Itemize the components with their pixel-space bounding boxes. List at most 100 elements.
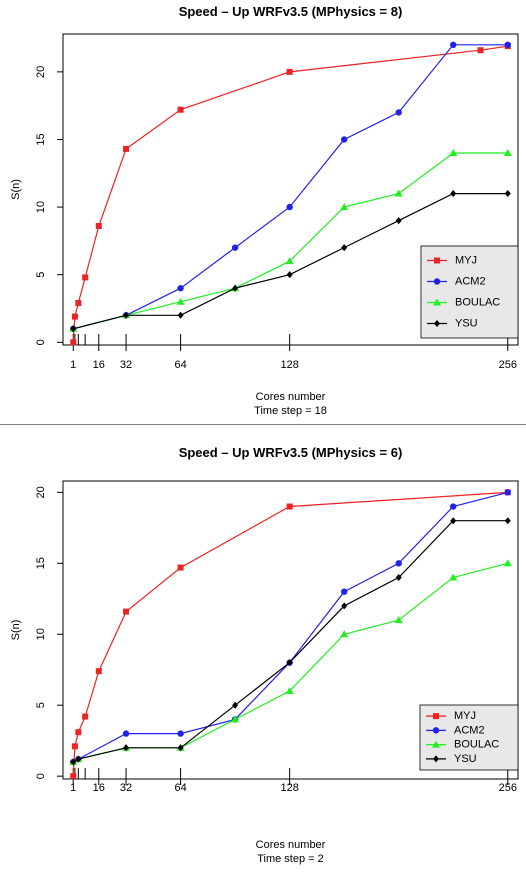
y-tick-label: 20 — [35, 486, 47, 498]
data-point — [71, 743, 78, 750]
data-point — [123, 311, 130, 319]
chart-subtitle: Time step = 2 — [257, 853, 324, 865]
chart-top: Speed – Up WRFv3.5 (MPhysics = 8) 0 5 10 15 2… — [10, 4, 519, 417]
x-tick-label: 32 — [120, 782, 132, 794]
data-point — [394, 616, 403, 624]
data-point — [177, 744, 184, 752]
data-point — [341, 602, 348, 610]
data-point — [395, 573, 402, 581]
data-point — [176, 297, 185, 305]
legend-marker — [433, 298, 441, 306]
legend-item: ACM2 — [426, 724, 485, 736]
legend-marker — [433, 713, 439, 720]
series-ysu — [70, 190, 511, 333]
data-point — [75, 300, 82, 307]
data-point — [285, 687, 294, 695]
data-point — [286, 659, 293, 667]
data-point — [450, 503, 457, 510]
y-tick-label: 20 — [35, 66, 47, 78]
series-line — [72, 45, 508, 343]
legend-label: ACM2 — [455, 275, 486, 287]
legend-marker — [432, 740, 440, 748]
y-tick-label: 0 — [35, 339, 47, 345]
legend-label: YSU — [454, 753, 477, 765]
data-point — [395, 217, 402, 225]
data-point — [286, 68, 293, 75]
data-point — [177, 564, 184, 571]
data-point — [177, 311, 184, 319]
plot-frame — [62, 480, 519, 780]
data-point — [504, 190, 511, 198]
data-point — [177, 730, 184, 737]
y-axis-label: S(n) — [10, 179, 22, 200]
data-point — [70, 773, 77, 780]
data-point — [286, 503, 293, 510]
legend-marker — [434, 320, 440, 327]
series-myj — [70, 43, 511, 346]
data-point — [75, 729, 82, 736]
legend-marker — [433, 755, 439, 763]
legend: MYJ ACM2 BOULAC YSU — [420, 245, 519, 339]
x-tick-label: 128 — [280, 359, 298, 371]
data-point — [177, 285, 184, 292]
data-point — [395, 560, 402, 567]
data-point — [82, 274, 89, 281]
y-tick-label: 15 — [35, 133, 47, 145]
x-tick-label: 1 — [70, 782, 76, 794]
data-point — [285, 257, 294, 265]
data-point — [504, 489, 511, 496]
legend-label: BOULAC — [454, 739, 499, 751]
chart-panel-bottom: Speed – Up WRFv3.5 (MPhysics = 6) 0 5 10 15 2… — [0, 430, 526, 873]
legend-label: ACM2 — [454, 724, 485, 736]
data-point — [450, 517, 457, 525]
chart-title: Speed – Up WRFv3.5 (MPhysics = 6) — [179, 445, 403, 460]
legend-item: BOULAC — [426, 739, 499, 751]
x-tick-label: 256 — [499, 359, 517, 371]
data-point — [232, 284, 239, 292]
x-tick-label: 64 — [174, 782, 186, 794]
x-tick-label: 256 — [499, 782, 517, 794]
data-point — [70, 339, 77, 346]
data-point — [450, 190, 457, 198]
data-point — [123, 744, 130, 752]
data-point — [177, 106, 184, 113]
plot-frame — [62, 33, 519, 346]
legend-marker — [432, 727, 440, 734]
x-tick-label: 32 — [120, 359, 132, 371]
data-point — [75, 755, 82, 763]
series-ysu — [70, 517, 511, 766]
chart-bottom: Speed – Up WRFv3.5 (MPhysics = 6) 0 5 10 15 2… — [10, 445, 519, 865]
legend-item: BOULAC — [427, 296, 500, 308]
data-point — [504, 517, 511, 525]
y-tick-label: 5 — [35, 702, 47, 708]
series-line — [72, 491, 508, 763]
legend-item: ACM2 — [427, 275, 486, 287]
data-point — [123, 145, 130, 152]
legend-marker — [434, 257, 440, 264]
y-tick-label: 10 — [35, 628, 47, 640]
data-point — [340, 630, 349, 638]
data-point — [340, 136, 348, 143]
data-point — [449, 573, 458, 581]
y-axis-label: S(n) — [10, 620, 22, 641]
legend: MYJ ACM2 BOULAC YSU — [419, 704, 519, 771]
y-tick-label: 5 — [35, 272, 47, 278]
data-point — [340, 203, 349, 211]
legend-label: BOULAC — [455, 296, 500, 308]
x-tick-label: 16 — [93, 359, 105, 371]
x-tick-label: 128 — [280, 782, 298, 794]
data-point — [340, 588, 348, 595]
data-point — [341, 244, 348, 252]
data-point — [95, 668, 102, 675]
chart-subtitle: Time step = 18 — [254, 405, 327, 417]
legend-label: YSU — [455, 317, 478, 329]
y-tick-label: 0 — [35, 773, 47, 779]
y-tick-label: 10 — [35, 201, 47, 213]
data-point — [286, 203, 293, 211]
panel-divider — [0, 424, 526, 425]
data-point — [503, 559, 512, 567]
y-tick-label: 15 — [35, 557, 47, 569]
legend-label: MYJ — [454, 710, 476, 722]
data-point — [71, 313, 78, 320]
data-point — [122, 730, 130, 737]
